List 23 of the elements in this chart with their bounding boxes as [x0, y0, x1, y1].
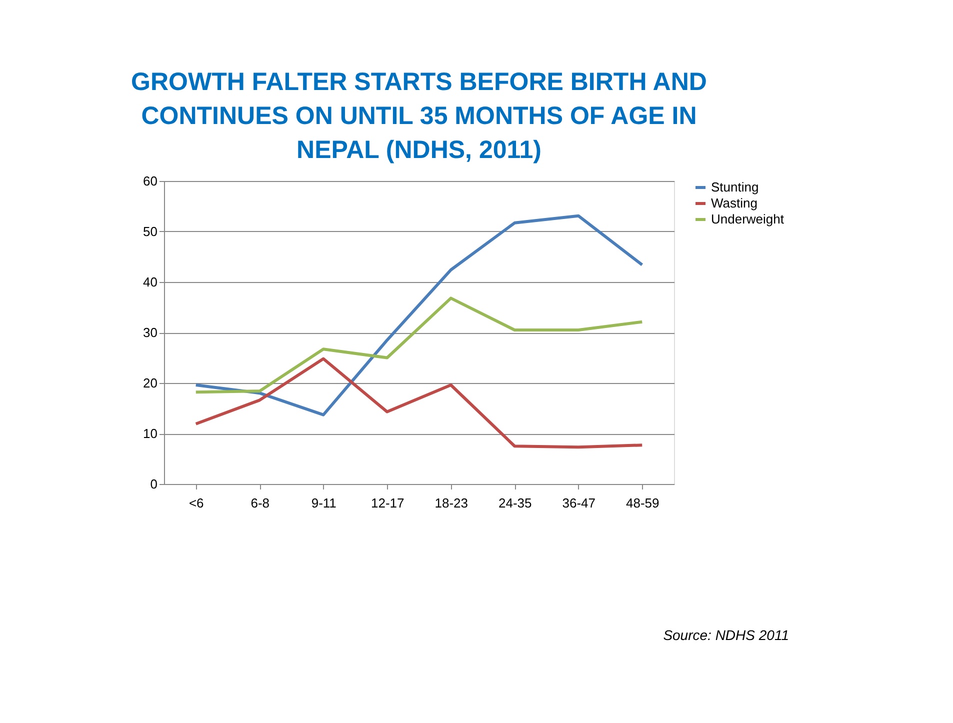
y-tick-label: 50: [143, 224, 158, 239]
line-series: [194, 296, 644, 394]
x-tick-label: 18-23: [434, 496, 468, 510]
y-tick-label: 60: [143, 174, 158, 188]
chart-title: GROWTH FALTER STARTS BEFORE BIRTH AND CONTINUES ON UNTIL 35 MONTHS OF AGE IN NEPAL (NDHS, 2011): [131, 68, 707, 164]
y-tick-label: 0: [150, 476, 158, 492]
line-series: [194, 357, 644, 449]
x-tick-label: 6-8: [250, 496, 270, 510]
x-tick-label: 36-47: [562, 496, 596, 510]
x-tick-label: 48-59: [626, 496, 660, 510]
x-tick-label: 9-11: [311, 496, 336, 510]
source-note: Source: NDHS 2011: [663, 627, 789, 643]
y-tick-label: 40: [143, 274, 158, 290]
y-tick-label: 30: [143, 325, 158, 340]
x-tick-label: 12-17: [371, 496, 404, 510]
line-series: [194, 214, 644, 416]
y-tick-label: 10: [143, 426, 158, 441]
legend-label: Wasting: [711, 196, 758, 210]
legend-label: Stunting: [711, 180, 759, 194]
x-tick-label: 24-35: [498, 496, 532, 510]
legend-label: Underweight: [711, 212, 784, 226]
x-tick-label: <6: [188, 496, 204, 510]
y-tick-label: 20: [143, 376, 158, 390]
